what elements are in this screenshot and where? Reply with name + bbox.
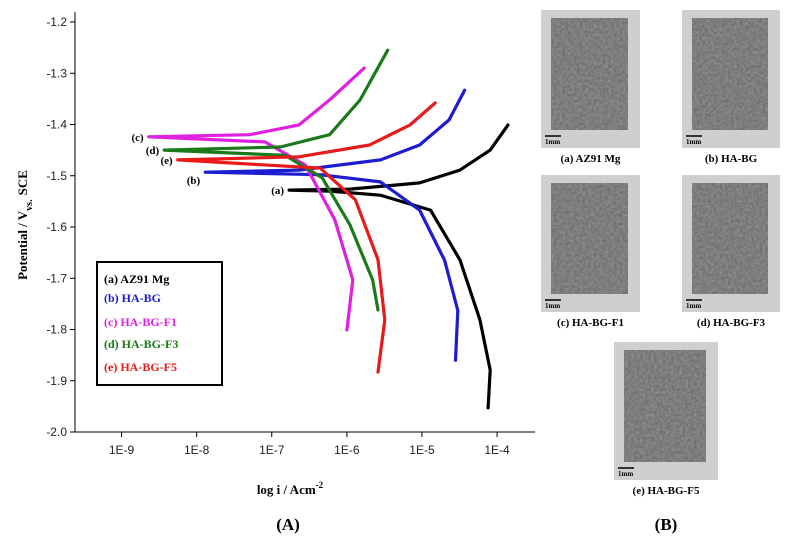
- legend-entry: (b) HA-BG: [104, 291, 161, 305]
- curve-label: (d): [146, 145, 160, 157]
- x-axis-title-text: log i / Acm: [257, 482, 316, 497]
- y-axis-title-suffix: SCE: [15, 170, 30, 195]
- y-tick-label: -1.3: [46, 66, 67, 80]
- photo-caption: (c) HA-BG-F1: [557, 317, 624, 329]
- scale-label: 1mm: [545, 138, 560, 146]
- y-tick-label: -1.6: [46, 220, 67, 234]
- y-tick-label: -2.0: [46, 425, 67, 439]
- legend-entry: (a) AZ91 Mg: [104, 272, 169, 286]
- curve-label: (c): [131, 132, 144, 144]
- x-tick-label: 1E-5: [409, 443, 435, 457]
- x-tick-label: 1E-7: [259, 443, 285, 457]
- y-tick-label: -1.8: [46, 323, 67, 337]
- sample-texture: [551, 183, 628, 294]
- sample-texture: [692, 18, 768, 130]
- x-axis-title: log i / Acm-2: [257, 480, 324, 497]
- y-tick-label: -1.7: [46, 271, 67, 285]
- scale-label: 1mm: [686, 138, 701, 146]
- photo-caption: (d) HA-BG-F3: [697, 317, 766, 329]
- sample-texture: [692, 183, 768, 294]
- scale-label: 1mm: [618, 470, 633, 478]
- sample-texture: [551, 18, 628, 130]
- y-tick-label: -1.5: [46, 169, 67, 183]
- legend-entry: (c) HA-BG-F1: [104, 315, 177, 329]
- curve-label: (b): [187, 175, 201, 187]
- y-axis-title-text: Potential / V: [15, 210, 30, 280]
- sample-texture: [624, 350, 706, 462]
- y-axis-title: Potential / Vvs. SCE: [15, 170, 35, 280]
- y-tick-label: -1.2: [46, 15, 67, 29]
- y-tick-label: -1.4: [46, 118, 67, 132]
- photo-caption: (a) AZ91 Mg: [561, 153, 621, 165]
- plot-area: log i / Acm-2 Potential / Vvs. SCE (A) -1…: [15, 12, 535, 534]
- x-axis-title-sup: -2: [316, 480, 324, 490]
- x-tick-label: 1E-8: [184, 443, 210, 457]
- figure: log i / Acm-2 Potential / Vvs. SCE (A) -1…: [0, 0, 802, 540]
- curve-label: (a): [271, 185, 284, 197]
- panel-label: (B): [655, 515, 678, 534]
- x-tick-label: 1E-9: [109, 443, 135, 457]
- y-tick-label: -1.9: [46, 374, 67, 388]
- x-tick-label: 1E-4: [484, 443, 510, 457]
- legend-entry: (e) HA-BG-F5: [104, 360, 177, 374]
- y-axis-title-sub: vs.: [24, 199, 35, 211]
- x-tick-label: 1E-6: [334, 443, 360, 457]
- curve-label: (e): [161, 155, 174, 167]
- photo-caption: (b) HA-BG: [705, 153, 758, 165]
- scale-label: 1mm: [545, 302, 560, 310]
- photo-caption: (e) HA-BG-F5: [633, 485, 700, 497]
- scale-label: 1mm: [686, 302, 701, 310]
- panel-label: (A): [276, 515, 300, 534]
- legend-entry: (d) HA-BG-F3: [104, 337, 178, 351]
